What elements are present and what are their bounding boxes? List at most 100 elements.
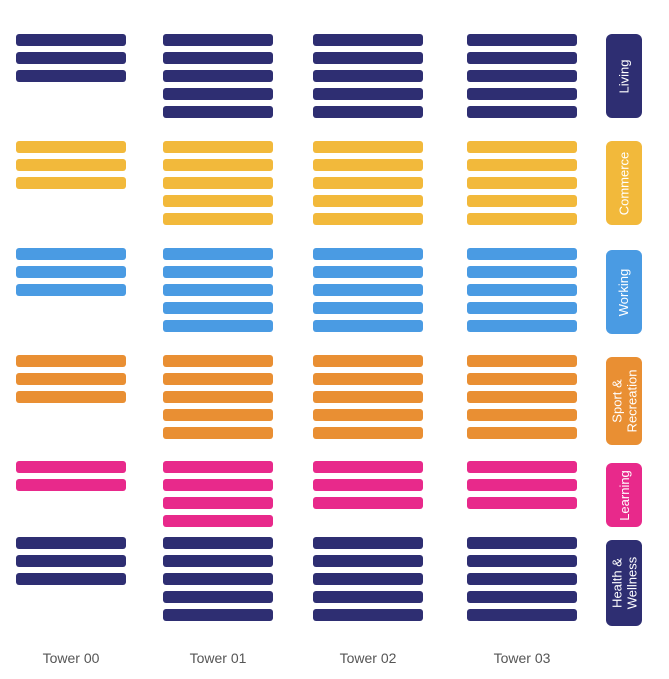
bar-health-wellness-tower-2 bbox=[313, 555, 423, 567]
bar-commerce-tower-3 bbox=[467, 213, 577, 225]
bar-commerce-tower-2 bbox=[313, 177, 423, 189]
bar-learning-tower-3 bbox=[467, 497, 577, 509]
category-label-commerce: Commerce bbox=[606, 141, 642, 225]
bar-sport-recreation-tower-3 bbox=[467, 355, 577, 367]
bar-health-wellness-tower-1 bbox=[163, 609, 273, 621]
category-label-text: Sport & Recreation bbox=[609, 369, 639, 433]
bar-learning-tower-2 bbox=[313, 479, 423, 491]
bar-sport-recreation-tower-3 bbox=[467, 373, 577, 385]
bar-living-tower-2 bbox=[313, 70, 423, 82]
bar-commerce-tower-0 bbox=[16, 141, 126, 153]
bar-working-tower-2 bbox=[313, 302, 423, 314]
bar-commerce-tower-1 bbox=[163, 195, 273, 207]
bar-health-wellness-tower-1 bbox=[163, 591, 273, 603]
bar-living-tower-2 bbox=[313, 52, 423, 64]
bar-health-wellness-tower-0 bbox=[16, 555, 126, 567]
category-label-text: Learning bbox=[616, 469, 632, 521]
bar-sport-recreation-tower-1 bbox=[163, 427, 273, 439]
bar-commerce-tower-3 bbox=[467, 141, 577, 153]
bar-learning-tower-0 bbox=[16, 461, 126, 473]
bar-health-wellness-tower-2 bbox=[313, 591, 423, 603]
bar-commerce-tower-2 bbox=[313, 141, 423, 153]
bar-working-tower-2 bbox=[313, 284, 423, 296]
bar-learning-tower-2 bbox=[313, 497, 423, 509]
bar-health-wellness-tower-3 bbox=[467, 573, 577, 585]
bar-sport-recreation-tower-2 bbox=[313, 373, 423, 385]
bar-working-tower-2 bbox=[313, 320, 423, 332]
bar-health-wellness-tower-2 bbox=[313, 573, 423, 585]
tower-label-3: Tower 03 bbox=[493, 650, 551, 666]
bar-sport-recreation-tower-1 bbox=[163, 355, 273, 367]
bar-health-wellness-tower-3 bbox=[467, 609, 577, 621]
bar-living-tower-0 bbox=[16, 34, 126, 46]
tower-label-2: Tower 02 bbox=[339, 650, 397, 666]
bar-sport-recreation-tower-0 bbox=[16, 355, 126, 367]
bar-living-tower-3 bbox=[467, 70, 577, 82]
bar-health-wellness-tower-0 bbox=[16, 537, 126, 549]
category-label-health-wellness: Health & Wellness bbox=[606, 540, 642, 626]
tower-label-0: Tower 00 bbox=[42, 650, 100, 666]
bar-working-tower-2 bbox=[313, 266, 423, 278]
bar-working-tower-3 bbox=[467, 320, 577, 332]
category-label-sport-recreation: Sport & Recreation bbox=[606, 357, 642, 445]
bar-commerce-tower-3 bbox=[467, 159, 577, 171]
bar-living-tower-1 bbox=[163, 52, 273, 64]
bar-health-wellness-tower-1 bbox=[163, 573, 273, 585]
bar-living-tower-2 bbox=[313, 106, 423, 118]
bar-sport-recreation-tower-2 bbox=[313, 427, 423, 439]
bar-sport-recreation-tower-2 bbox=[313, 409, 423, 421]
bar-working-tower-3 bbox=[467, 284, 577, 296]
bar-commerce-tower-1 bbox=[163, 213, 273, 225]
bar-working-tower-1 bbox=[163, 302, 273, 314]
bar-living-tower-3 bbox=[467, 52, 577, 64]
bar-working-tower-0 bbox=[16, 284, 126, 296]
bar-living-tower-0 bbox=[16, 52, 126, 64]
category-label-working: Working bbox=[606, 250, 642, 334]
bar-commerce-tower-3 bbox=[467, 195, 577, 207]
bar-sport-recreation-tower-1 bbox=[163, 409, 273, 421]
bar-health-wellness-tower-1 bbox=[163, 537, 273, 549]
bar-health-wellness-tower-3 bbox=[467, 591, 577, 603]
bar-working-tower-0 bbox=[16, 266, 126, 278]
bar-health-wellness-tower-2 bbox=[313, 609, 423, 621]
category-label-text: Living bbox=[616, 59, 632, 93]
bar-living-tower-3 bbox=[467, 106, 577, 118]
bar-health-wellness-tower-3 bbox=[467, 537, 577, 549]
bar-working-tower-1 bbox=[163, 284, 273, 296]
bar-working-tower-3 bbox=[467, 302, 577, 314]
bar-living-tower-1 bbox=[163, 106, 273, 118]
bar-living-tower-1 bbox=[163, 34, 273, 46]
bar-commerce-tower-1 bbox=[163, 141, 273, 153]
bar-sport-recreation-tower-3 bbox=[467, 391, 577, 403]
category-label-text: Health & Wellness bbox=[609, 556, 640, 610]
bar-working-tower-1 bbox=[163, 320, 273, 332]
tower-label-1: Tower 01 bbox=[189, 650, 247, 666]
bar-learning-tower-2 bbox=[313, 461, 423, 473]
bar-sport-recreation-tower-1 bbox=[163, 373, 273, 385]
bar-commerce-tower-2 bbox=[313, 195, 423, 207]
bar-working-tower-1 bbox=[163, 248, 273, 260]
bar-learning-tower-1 bbox=[163, 461, 273, 473]
bar-health-wellness-tower-2 bbox=[313, 537, 423, 549]
bar-commerce-tower-0 bbox=[16, 159, 126, 171]
bar-commerce-tower-2 bbox=[313, 213, 423, 225]
bar-living-tower-3 bbox=[467, 34, 577, 46]
bar-living-tower-1 bbox=[163, 70, 273, 82]
bar-sport-recreation-tower-1 bbox=[163, 391, 273, 403]
category-label-living: Living bbox=[606, 34, 642, 118]
bar-living-tower-2 bbox=[313, 34, 423, 46]
bar-learning-tower-1 bbox=[163, 515, 273, 527]
category-label-learning: Learning bbox=[606, 463, 642, 527]
bar-learning-tower-3 bbox=[467, 479, 577, 491]
bar-health-wellness-tower-0 bbox=[16, 573, 126, 585]
bar-sport-recreation-tower-3 bbox=[467, 427, 577, 439]
bar-sport-recreation-tower-3 bbox=[467, 409, 577, 421]
bar-working-tower-3 bbox=[467, 248, 577, 260]
bar-learning-tower-3 bbox=[467, 461, 577, 473]
bar-learning-tower-1 bbox=[163, 479, 273, 491]
bar-sport-recreation-tower-0 bbox=[16, 373, 126, 385]
bar-commerce-tower-1 bbox=[163, 159, 273, 171]
bar-commerce-tower-0 bbox=[16, 177, 126, 189]
bar-sport-recreation-tower-2 bbox=[313, 391, 423, 403]
